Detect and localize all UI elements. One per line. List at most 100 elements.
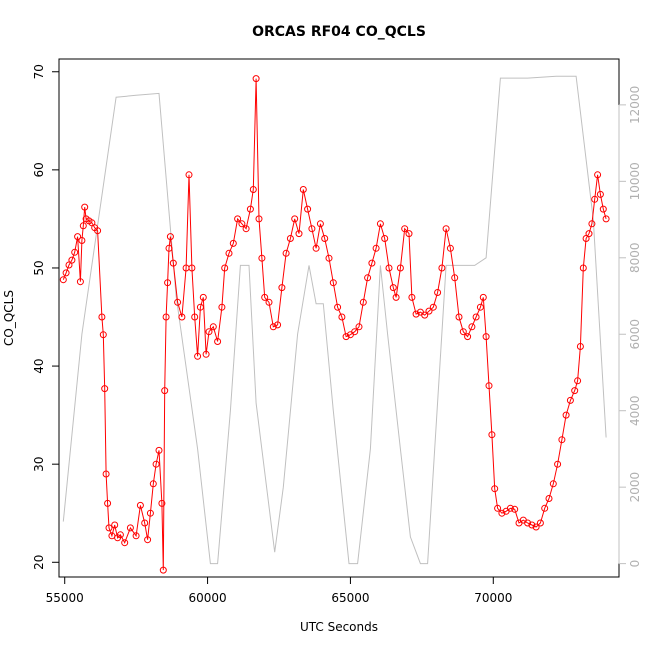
co-point bbox=[342, 333, 350, 341]
y-tick-label: 40 bbox=[32, 358, 46, 373]
co-point bbox=[558, 436, 566, 444]
co-point bbox=[74, 233, 82, 241]
co-point bbox=[425, 307, 433, 315]
co-point bbox=[494, 504, 502, 512]
co-point bbox=[536, 519, 544, 527]
x-tick-label: 65000 bbox=[331, 591, 369, 605]
co-point bbox=[98, 313, 106, 321]
co-point bbox=[429, 303, 437, 311]
co-point bbox=[242, 225, 250, 233]
co-point bbox=[408, 293, 416, 301]
co-point bbox=[249, 186, 257, 193]
co-point bbox=[274, 321, 282, 329]
co-point bbox=[405, 230, 413, 238]
co-point bbox=[116, 531, 124, 539]
co-point bbox=[338, 313, 346, 321]
y-tick-label: 50 bbox=[32, 260, 46, 275]
co-point bbox=[368, 259, 376, 267]
co-point bbox=[59, 276, 67, 284]
co-point bbox=[459, 328, 467, 336]
co-point bbox=[164, 279, 172, 287]
co-point bbox=[146, 509, 154, 517]
x-tick-label: 55000 bbox=[46, 591, 84, 605]
co-point bbox=[401, 225, 409, 233]
co-point bbox=[188, 264, 196, 272]
co-point bbox=[549, 480, 557, 488]
co-point bbox=[149, 480, 157, 488]
co-point bbox=[295, 230, 303, 238]
co-point bbox=[376, 220, 384, 228]
co-point bbox=[488, 431, 496, 439]
y2-tick-label: 12000 bbox=[628, 86, 642, 124]
co-point bbox=[102, 470, 110, 478]
chart-title: ORCAS RF04 CO_QCLS bbox=[252, 24, 426, 40]
co-point bbox=[286, 235, 294, 242]
co-point bbox=[321, 235, 329, 242]
co-point bbox=[524, 519, 532, 527]
co-point bbox=[258, 254, 266, 262]
co-point bbox=[265, 298, 273, 306]
y2-tick-label: 4000 bbox=[628, 395, 642, 426]
co-point bbox=[278, 284, 286, 292]
co-point bbox=[81, 203, 89, 211]
y2-tick-label: 2000 bbox=[628, 472, 642, 503]
co-point bbox=[155, 446, 163, 454]
co-point bbox=[392, 293, 400, 301]
co-point bbox=[76, 278, 84, 286]
co-point bbox=[396, 264, 404, 272]
co-point bbox=[126, 524, 134, 532]
y2-tick-label: 0 bbox=[628, 560, 642, 568]
co-point bbox=[468, 323, 476, 331]
co-point bbox=[105, 524, 113, 532]
co-point bbox=[252, 75, 260, 83]
co-point bbox=[178, 313, 186, 321]
co-point bbox=[79, 222, 87, 230]
co-point bbox=[482, 333, 490, 341]
y-axis-label: CO_QCLS bbox=[2, 290, 16, 346]
co-point bbox=[451, 274, 459, 282]
altitude-series bbox=[62, 75, 607, 565]
co-point bbox=[476, 303, 484, 311]
co-point bbox=[152, 460, 160, 468]
co-point bbox=[68, 256, 76, 264]
co-point bbox=[78, 237, 86, 244]
co-point bbox=[104, 499, 112, 507]
co-point bbox=[566, 396, 574, 404]
co-point bbox=[209, 323, 217, 331]
co-point bbox=[334, 303, 342, 311]
co-point bbox=[434, 289, 442, 296]
co-point bbox=[438, 264, 446, 272]
co-point bbox=[421, 311, 429, 319]
co-point bbox=[308, 225, 316, 233]
co-point bbox=[261, 293, 269, 301]
co-point bbox=[169, 259, 177, 267]
co-point bbox=[485, 382, 493, 390]
co-point bbox=[282, 249, 290, 257]
co-point bbox=[442, 225, 450, 233]
co-point bbox=[596, 190, 604, 198]
co-point bbox=[225, 249, 233, 257]
co-point bbox=[532, 523, 540, 531]
co-point bbox=[585, 230, 593, 238]
co-point bbox=[312, 244, 320, 252]
y2-tick-label: 8000 bbox=[628, 243, 642, 274]
co-point bbox=[579, 264, 587, 272]
x-tick-label: 70000 bbox=[474, 591, 512, 605]
x-axis-label: UTC Seconds bbox=[300, 620, 378, 634]
co-point bbox=[574, 377, 582, 385]
co-point bbox=[238, 220, 246, 228]
co-line bbox=[62, 78, 607, 571]
co-point bbox=[199, 293, 207, 301]
co-point bbox=[194, 352, 202, 360]
co-point bbox=[562, 411, 570, 419]
co-point bbox=[218, 303, 226, 311]
altitude-line bbox=[62, 75, 607, 565]
axes: 55000 60000 65000 70000 20 30 40 50 60 70 0 2000 400… bbox=[32, 64, 642, 605]
co-point bbox=[491, 485, 499, 493]
co-point bbox=[571, 387, 579, 395]
co-point bbox=[191, 313, 199, 321]
co-point bbox=[299, 186, 307, 193]
co-point bbox=[364, 274, 372, 282]
